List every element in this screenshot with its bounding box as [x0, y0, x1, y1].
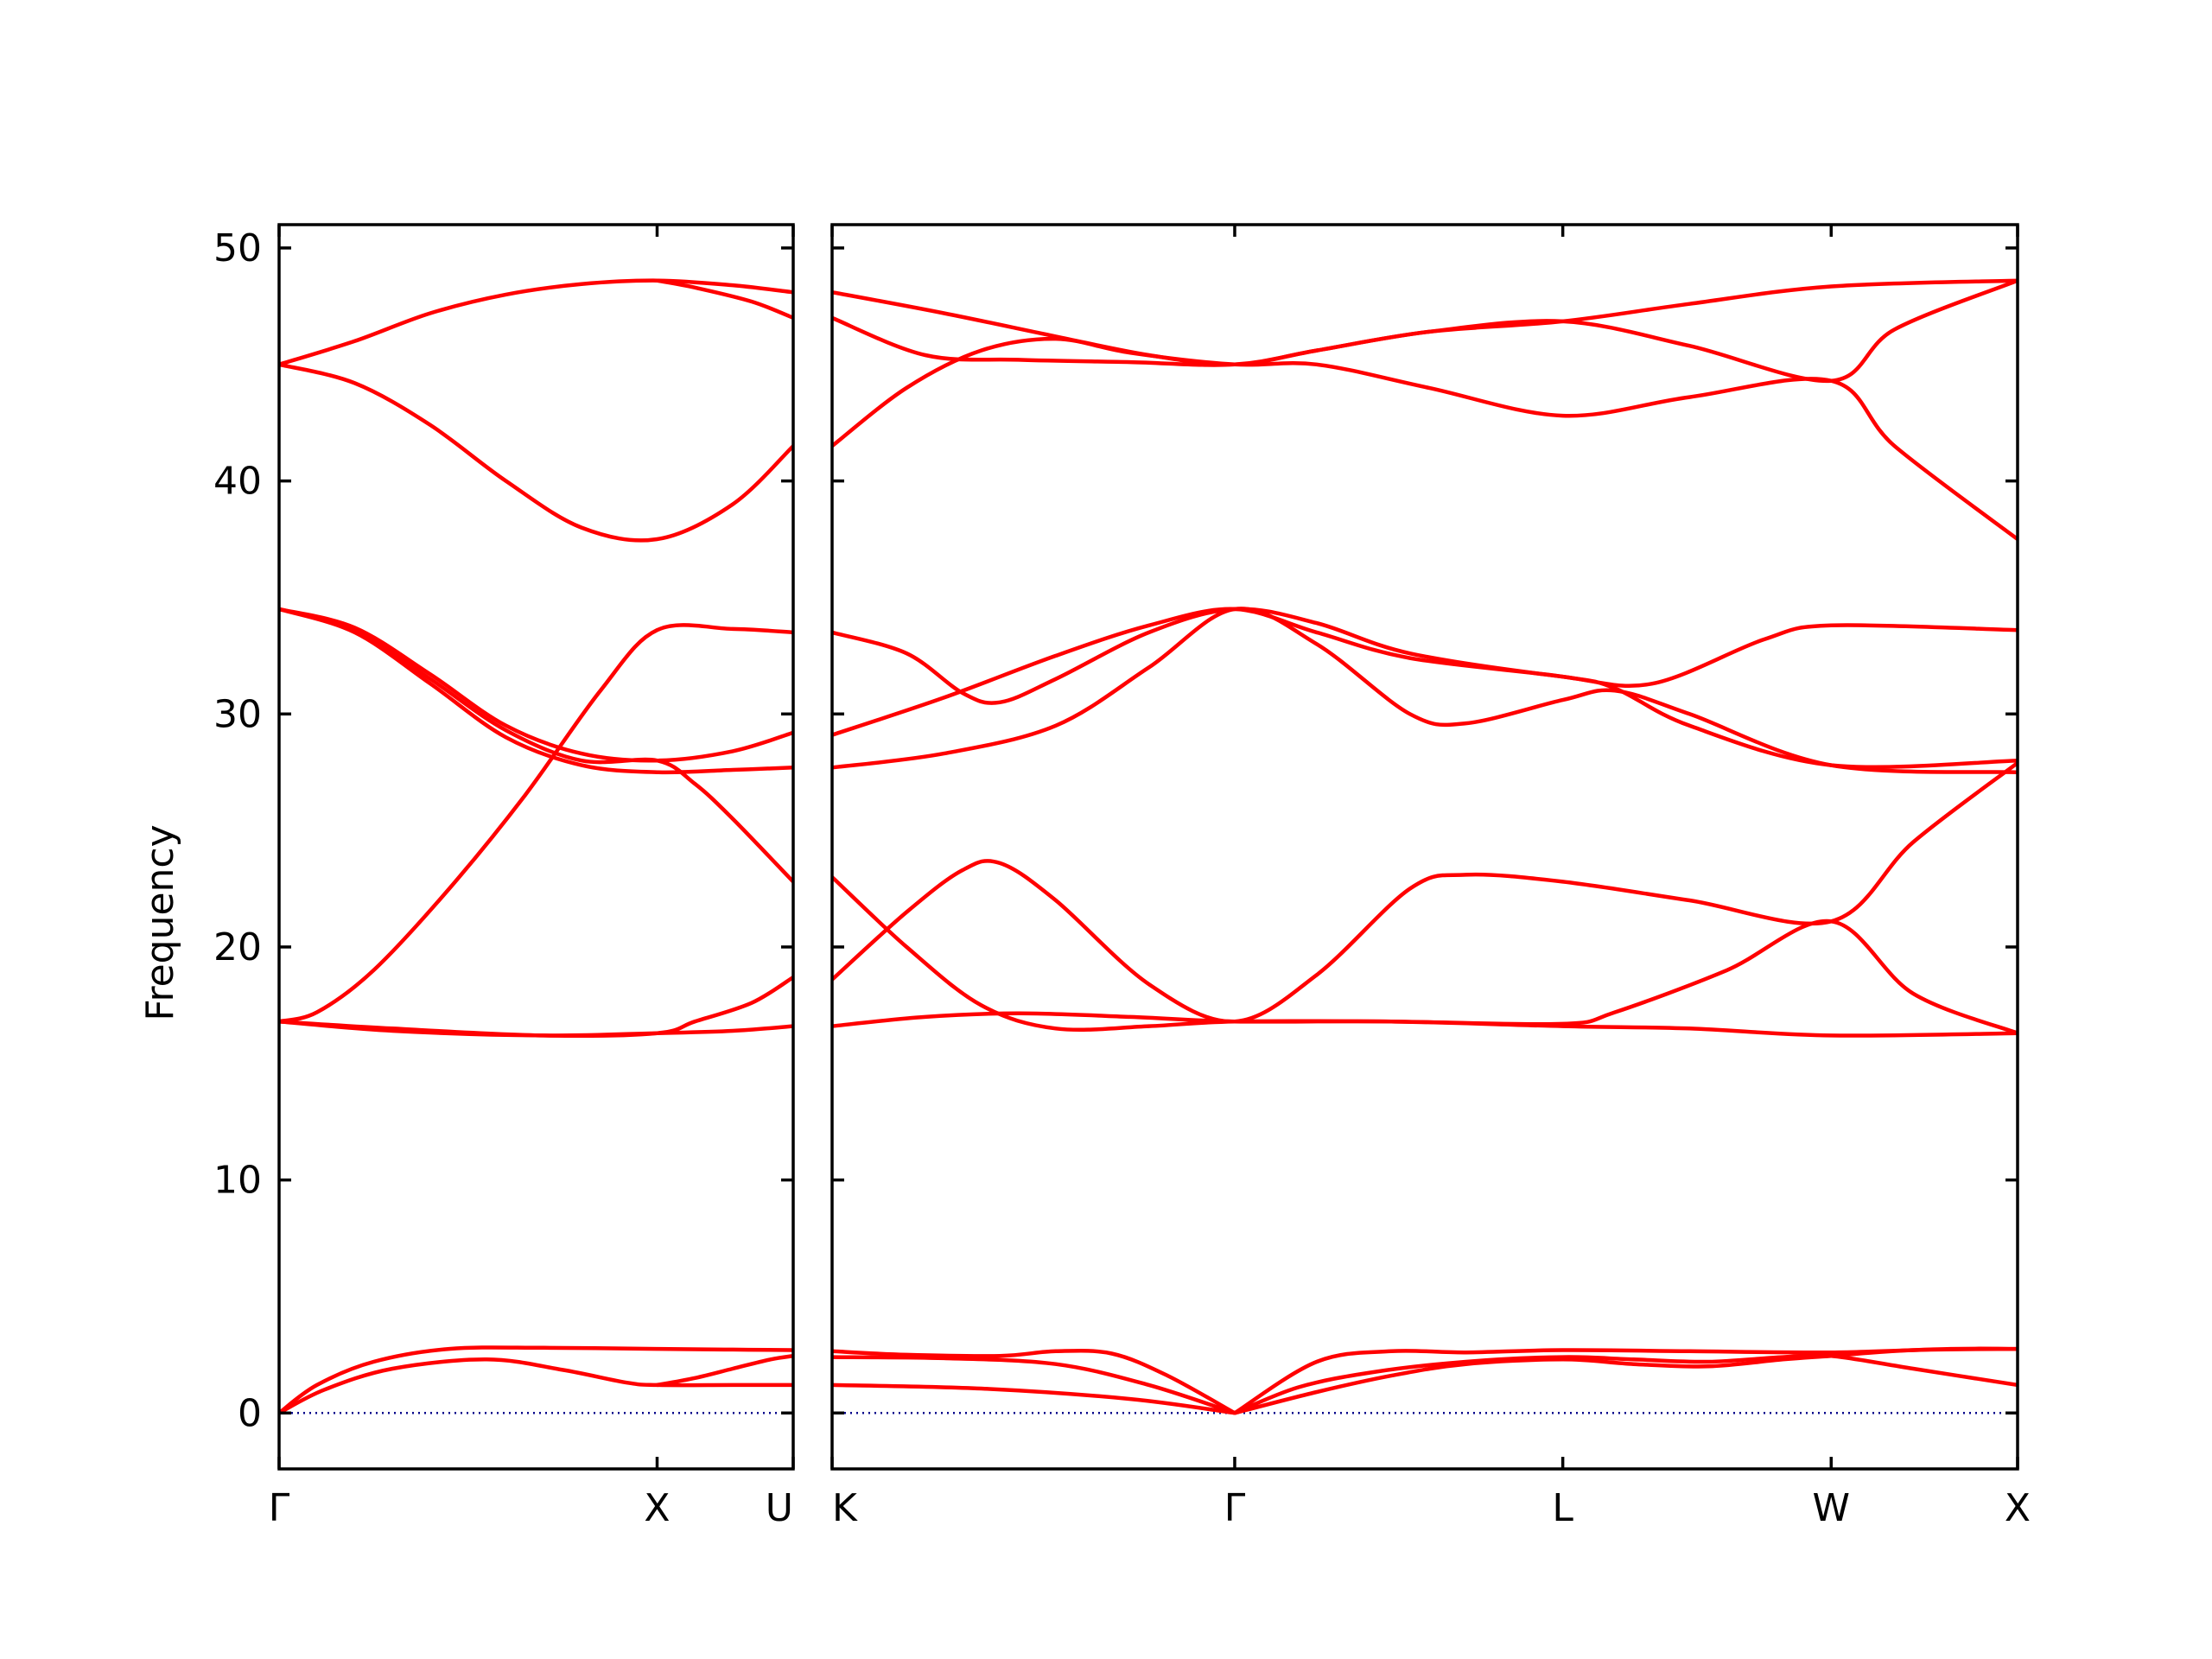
band-line: [655, 1353, 793, 1388]
axes-layer: Γ X U 0 10 20 30 40 50 K Γ L W X: [213, 223, 2031, 1530]
band-line: [279, 362, 793, 543]
band-line: [279, 607, 793, 763]
panel-2-frame: [830, 223, 2019, 1471]
band-line: [832, 607, 2018, 774]
x-tick-label: X: [2005, 1486, 2031, 1530]
band-line: [279, 1357, 793, 1415]
y-tick-label: 0: [238, 1391, 262, 1435]
x-tick-label: X: [644, 1486, 670, 1530]
y-tick-label: 20: [213, 925, 262, 969]
x-tick-label: L: [1552, 1486, 1573, 1530]
band-line: [655, 278, 793, 321]
band-line: [1232, 1353, 2018, 1415]
x-tick-label: Γ: [1224, 1486, 1246, 1530]
band-line: [832, 336, 2018, 542]
x-tick-label: Γ: [269, 1486, 290, 1530]
y-tick-label: 30: [213, 692, 262, 736]
x-tick-label: W: [1813, 1486, 1851, 1530]
band-line: [832, 874, 2018, 1035]
x-tick-label: U: [766, 1486, 793, 1530]
band-line: [832, 1355, 1237, 1415]
panel-1-bands: [279, 278, 793, 1415]
band-line: [832, 1382, 1237, 1415]
band-line: [279, 278, 793, 367]
band-line: [279, 607, 793, 884]
band-layer: [279, 278, 2018, 1415]
band-line: [1232, 1346, 2018, 1415]
band-line: [832, 607, 2018, 769]
band-line: [832, 1348, 1237, 1415]
panel-2-bands: [832, 278, 2018, 1415]
x-tick-label: K: [832, 1486, 858, 1530]
band-line: [279, 1345, 793, 1415]
y-tick-label: 50: [213, 226, 262, 270]
band-line: [832, 278, 2018, 367]
y-axis-label: Frequency: [138, 824, 182, 1020]
band-line: [279, 623, 793, 1024]
band-line: [279, 975, 793, 1038]
y-tick-label: 40: [213, 460, 262, 504]
y-tick-label: 10: [213, 1159, 262, 1203]
panel-1-frame: [277, 223, 795, 1471]
band-line: [832, 607, 2018, 705]
band-line: [279, 607, 793, 775]
band-line: [832, 760, 2018, 1024]
